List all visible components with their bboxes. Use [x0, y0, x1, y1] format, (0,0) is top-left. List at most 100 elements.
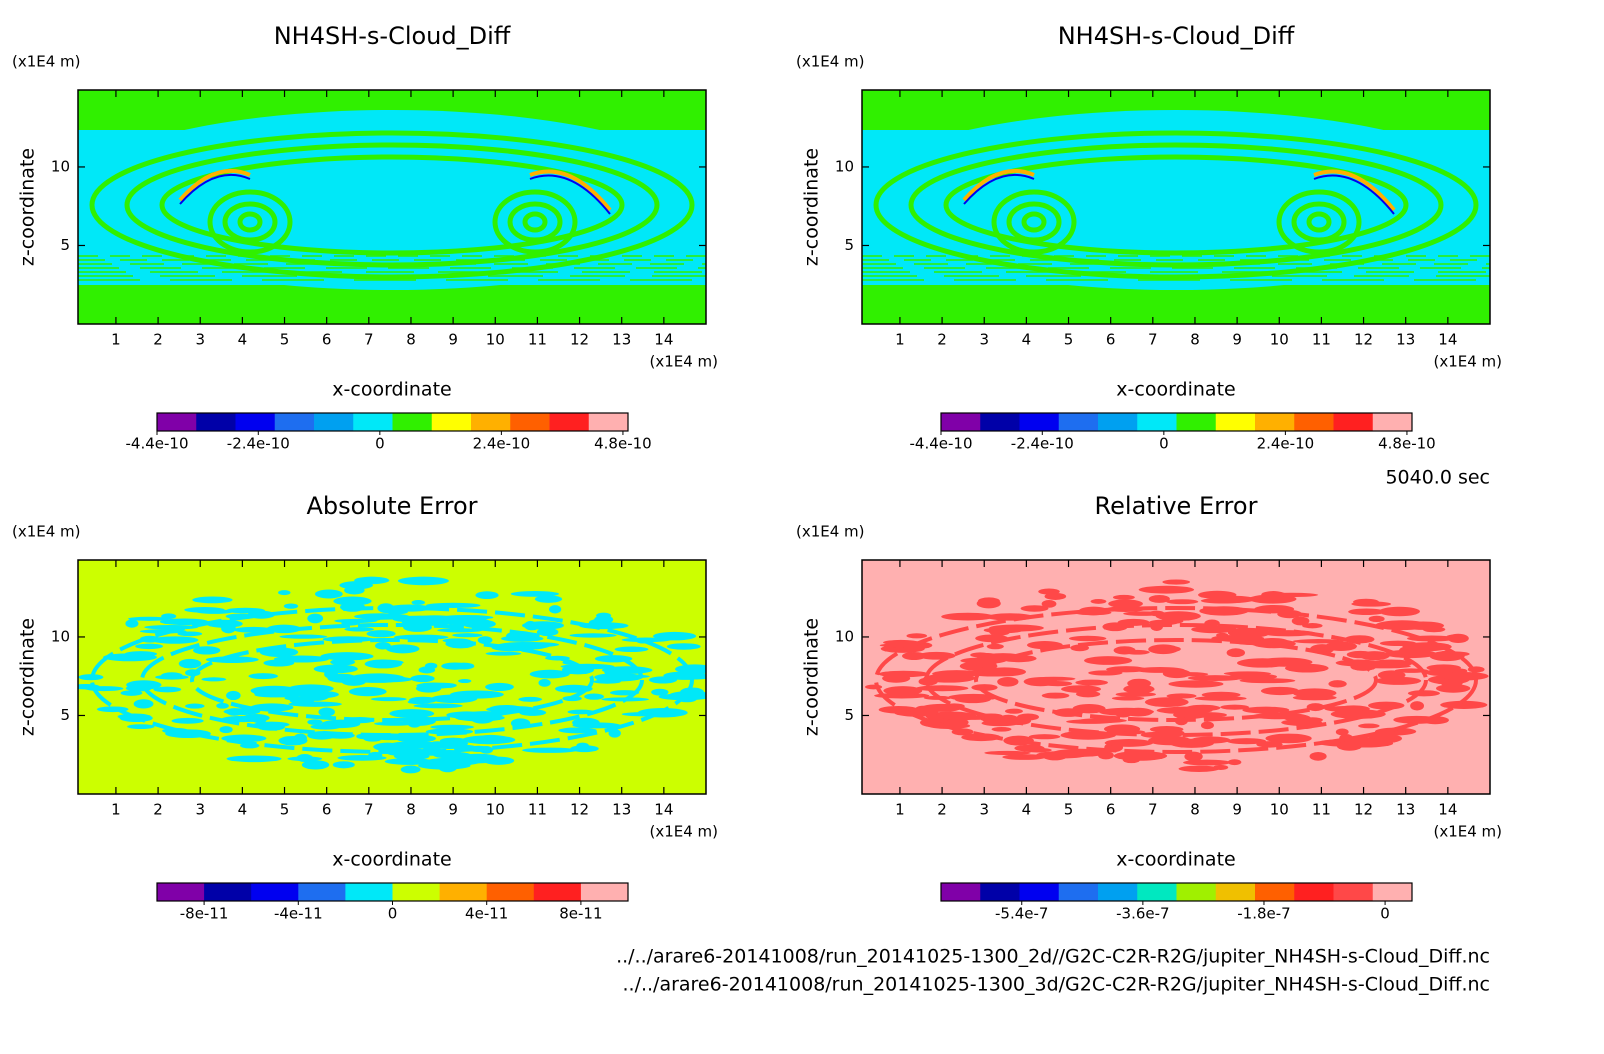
colorbar-swatch	[1137, 413, 1177, 431]
colorbar-tick-label: 0	[1380, 905, 1390, 923]
field-patch	[216, 702, 229, 709]
x-tick-label: 1	[895, 801, 905, 819]
field-patch	[485, 651, 522, 656]
field-patch	[400, 765, 421, 774]
x-tick-label: 9	[1232, 331, 1242, 349]
field-contour	[140, 623, 644, 737]
field-patch	[1349, 737, 1398, 744]
x-tick-label: 5	[1064, 801, 1074, 819]
field-patch	[161, 672, 183, 679]
colorbar-swatch	[549, 413, 590, 431]
field-front	[962, 168, 1035, 202]
colorbar-tick-label: 0	[1159, 435, 1169, 453]
colorbar-swatch	[1372, 883, 1413, 901]
x-axis-label: x-coordinate	[1116, 379, 1235, 401]
colorbar-swatch	[235, 413, 276, 431]
colorbar-swatch	[588, 413, 629, 431]
x-tick-label: 11	[528, 331, 547, 349]
field-patch	[1200, 721, 1214, 730]
field-patch	[485, 682, 514, 692]
field-patch	[549, 605, 562, 614]
field-patch	[388, 741, 442, 749]
x-tick-label: 5	[280, 801, 290, 819]
field-patch	[501, 635, 544, 642]
file-path: ../../arare6-20141008/run_20141025-1300_…	[616, 946, 1490, 968]
field-patch	[287, 756, 323, 762]
field-patch	[1014, 744, 1045, 752]
field-patch	[1447, 633, 1469, 643]
field-patch	[901, 651, 927, 660]
field-patch	[997, 676, 1019, 687]
x-tick-label: 2	[153, 331, 163, 349]
field-patch	[1292, 639, 1344, 644]
field-patch	[1169, 738, 1215, 748]
x-tick-label: 8	[406, 801, 416, 819]
field-patch	[1155, 611, 1201, 621]
field-patch	[1148, 595, 1170, 603]
colorbar-swatch	[1372, 413, 1413, 431]
field-patch	[411, 600, 425, 605]
field-patch	[1359, 651, 1390, 661]
field-patch	[584, 693, 604, 700]
field-patch	[1028, 734, 1061, 740]
colorbar-tick-label: -2.4e-10	[227, 435, 290, 453]
colorbar-swatch	[941, 883, 981, 901]
panel: Relative Error (x1E4 m) (x1E4 m) x-coordina…	[796, 492, 1502, 923]
field-patch	[648, 676, 678, 684]
field-patch	[959, 661, 998, 672]
x-tick-label: 4	[1022, 801, 1032, 819]
field-patch	[416, 682, 452, 689]
field-patch	[1041, 692, 1070, 699]
x-tick-label: 9	[448, 801, 458, 819]
contour-field	[862, 560, 1490, 794]
colorbar-tick-label: -4.4e-10	[910, 435, 973, 453]
field-patch	[1422, 626, 1446, 633]
field-patch	[1041, 600, 1057, 608]
field-patch	[253, 689, 308, 698]
field-patch	[103, 653, 157, 662]
field-patch	[518, 696, 543, 702]
field-patch	[1020, 605, 1049, 612]
x-tick-label: 10	[1270, 331, 1289, 349]
field-spiral	[1021, 211, 1047, 233]
field-patch	[941, 612, 995, 621]
field-patch	[473, 734, 509, 743]
x-tick-label: 12	[1354, 801, 1373, 819]
field-spiral	[222, 201, 278, 243]
field-patch	[1223, 671, 1272, 676]
x-axis-label: x-coordinate	[332, 849, 451, 871]
x-tick-label: 2	[937, 331, 947, 349]
contour-field	[862, 90, 1490, 324]
colorbar-swatch	[1137, 883, 1177, 901]
field-patch	[279, 634, 328, 639]
field-patch	[596, 612, 612, 619]
colorbar-tick-label: 4.8e-10	[594, 435, 652, 453]
field-front	[529, 174, 611, 215]
field-patch	[1068, 635, 1107, 642]
field-patch	[354, 576, 390, 585]
field-patch	[437, 628, 483, 633]
field-patch	[413, 703, 463, 709]
field-patch	[1358, 723, 1380, 729]
field-patch	[1292, 694, 1337, 701]
field-patch	[278, 590, 291, 596]
time-label: 5040.0 sec	[1385, 467, 1490, 489]
field-patch	[153, 686, 182, 693]
field-patch	[1302, 623, 1323, 629]
x-tick-label: 6	[1106, 801, 1116, 819]
field-contour	[90, 606, 694, 754]
plot-frame	[861, 559, 1491, 795]
colorbar-tick-label: -5.4e-7	[995, 905, 1048, 923]
colorbar-tick-label: 0	[375, 435, 385, 453]
field-patch	[1149, 725, 1184, 733]
field-patch	[250, 703, 294, 712]
field-patch	[923, 673, 976, 683]
x-tick-label: 2	[937, 801, 947, 819]
field-patch	[1112, 594, 1135, 600]
field-patch	[651, 688, 669, 696]
colorbar-swatch	[431, 413, 472, 431]
colorbar-swatch	[1215, 413, 1256, 431]
x-tick-label: 7	[1148, 331, 1158, 349]
colorbar-swatch	[439, 883, 488, 901]
colorbar-tick-label: 2.4e-10	[473, 435, 531, 453]
